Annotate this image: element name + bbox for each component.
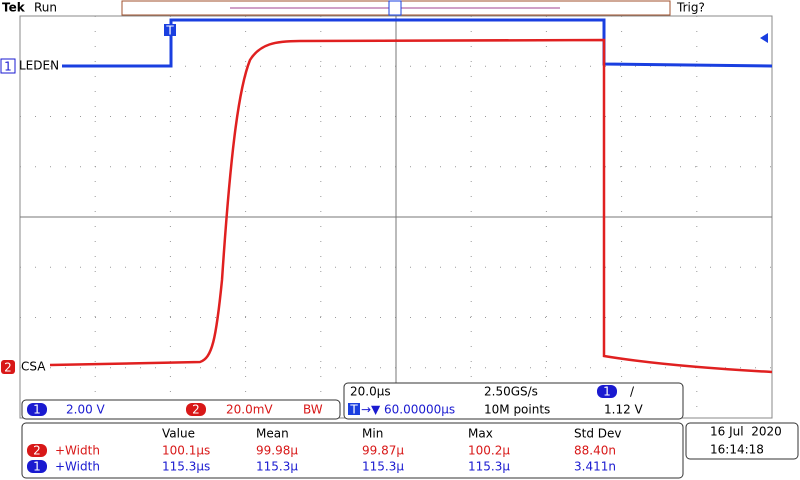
column-header: Min [362,427,383,441]
ch1-waveform [62,18,773,68]
ch1-badge-text: 1 [33,403,41,417]
trigger-slope: / [630,385,635,399]
cell: 99.87µ [362,444,404,458]
ch1-scale: 2.00 V [66,403,106,417]
brand: Tek [2,1,26,15]
trigger-marker [164,24,176,36]
delay: 60.00000µs [384,403,455,417]
row-badge [27,444,47,457]
ch2-label: CSA [21,360,46,374]
column-header: Std Dev [574,427,621,441]
cell: 115.3µ [468,460,510,474]
ch2-badge-text: 2 [192,403,200,417]
row-channel: 1 [33,460,41,474]
timestamp-box [685,422,799,460]
ch2-badge [186,403,206,416]
row-channel: 2 [33,444,41,458]
measurement-box [21,422,684,479]
ch2-bandwidth: BW [303,403,323,417]
ch2-marker [1,360,15,374]
ch2-waveform [49,38,773,374]
vertical-box [21,399,341,420]
trigger-level-marker [760,33,768,43]
row-measurement: +Width [55,444,100,458]
graticule [19,15,773,419]
cell: 115.3µ [256,460,298,474]
row-badge [27,460,47,473]
column-header: Mean [256,427,289,441]
row-measurement: +Width [55,460,100,474]
cell: 88.40n [574,444,616,458]
cell: 115.3µs [162,460,210,474]
trigger-position [388,0,402,16]
ch1-badge [27,403,47,416]
record-length: 10M points [484,403,550,417]
date: 16 Jul 2020 [710,425,782,439]
delay-icon-text: T [349,403,358,417]
cell: 100.1µs [162,444,210,458]
column-header: Max [468,427,493,441]
delay-arrow: →▼ [361,403,381,417]
cell: 99.98µ [256,444,298,458]
trigger-channel: 1 [603,385,611,399]
trigger-status: Trig? [676,1,705,15]
time-scale: 20.0µs [350,385,391,399]
run-status: Run [34,1,57,15]
trigger-level: 1.12 V [604,403,644,417]
cell: 3.411n [574,460,616,474]
time: 16:14:18 [710,443,764,457]
trigger-marker-text: T [165,24,174,38]
delay-icon [348,403,360,415]
ch2-number: 2 [4,361,12,375]
ch1-label: LEDEN [19,59,59,73]
trigger-channel-badge [597,385,617,398]
cell: 100.2µ [468,444,510,458]
column-header: Value [162,427,195,441]
ch1-marker [0,58,16,74]
sample-rate: 2.50GS/s [484,385,538,399]
ch1-number: 1 [4,60,12,74]
cell: 115.3µ [362,460,404,474]
ch2-scale: 20.0mV [226,403,273,417]
